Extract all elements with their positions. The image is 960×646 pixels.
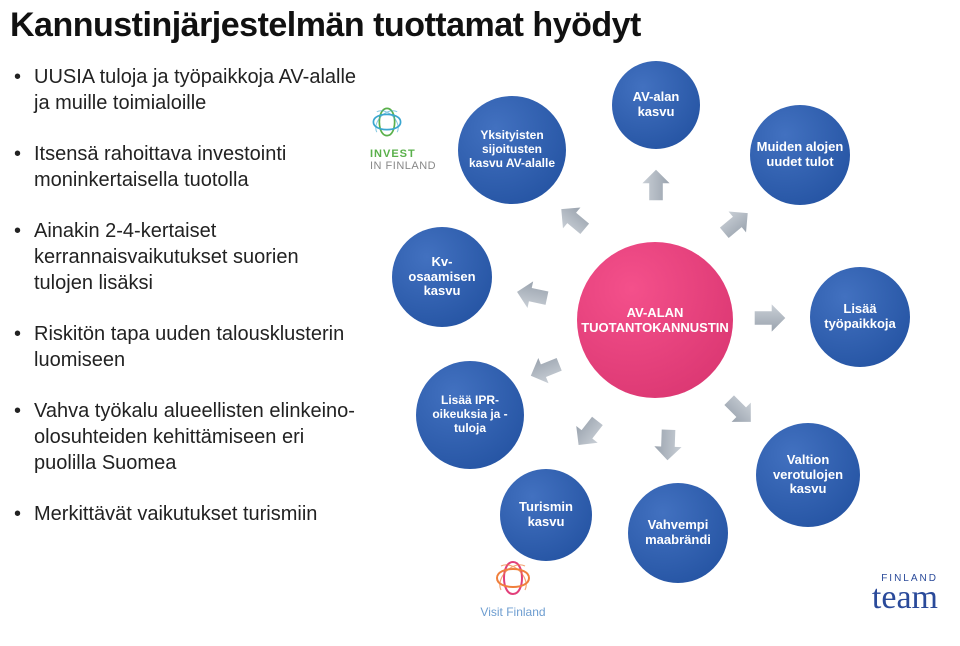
page-title: Kannustinjärjestelmän tuottamat hyödyt <box>0 0 960 45</box>
content-row: UUSIA tuloja ja työpaikkoja AV-alalle ja… <box>0 45 960 625</box>
invest-logo-line2: IN FINLAND <box>370 160 460 172</box>
visit-logo-text: Visit Finland <box>468 605 558 619</box>
team-logo-script: team <box>828 584 938 611</box>
arrow-icon <box>549 195 597 243</box>
knot-icon <box>370 105 404 139</box>
arrow-icon <box>650 427 685 462</box>
team-finland-logo: FINLAND team <box>828 573 938 611</box>
bullet-item: Ainakin 2-4-kertaiset kerrannaisvaikutuk… <box>28 219 360 296</box>
center-node: AV-ALAN TUOTANTOKANNUSTIN <box>577 242 733 398</box>
arrow-icon <box>564 409 612 457</box>
invest-in-finland-logo: INVEST IN FINLAND <box>370 105 460 172</box>
arrow-icon <box>523 348 567 392</box>
diagram-node: Yksityisten sijoitusten kasvu AV-alalle <box>458 96 566 204</box>
arrow-icon <box>639 168 673 202</box>
diagram-node: Lisää työpaikkoja <box>810 267 910 367</box>
visit-finland-logo: Visit Finland <box>468 558 558 619</box>
bullet-item: Riskitön tapa uuden talousklusterin luom… <box>28 322 360 373</box>
diagram-node: Turismin kasvu <box>500 469 592 561</box>
bullet-item: Merkittävät vaikutukset turismiin <box>28 502 360 528</box>
bullet-item: Vahva työkalu alueellisten elinkeino-olo… <box>28 399 360 476</box>
benefits-diagram: INVEST IN FINLAND Visit Finland FINLAND … <box>360 55 940 625</box>
bullet-item: Itsensä rahoittava investointi moninkert… <box>28 142 360 193</box>
diagram-node: Lisää IPR-oikeuksia ja -tuloja <box>416 361 524 469</box>
diagram-node: Valtion verotulojen kasvu <box>756 423 860 527</box>
invest-logo-line1: INVEST <box>370 148 460 160</box>
arrow-icon <box>512 275 552 315</box>
diagram-node: Vahvempi maabrändi <box>628 483 728 583</box>
knot-icon <box>493 558 533 598</box>
diagram-node: Muiden alojen uudet tulot <box>750 105 850 205</box>
arrow-icon <box>753 301 787 335</box>
bullet-item: UUSIA tuloja ja työpaikkoja AV-alalle ja… <box>28 65 360 116</box>
diagram-node: AV-alan kasvu <box>612 61 700 149</box>
diagram-node: Kv-osaamisen kasvu <box>392 227 492 327</box>
bullet-list: UUSIA tuloja ja työpaikkoja AV-alalle ja… <box>0 55 360 625</box>
arrow-icon <box>712 199 760 247</box>
arrow-icon <box>716 387 764 435</box>
